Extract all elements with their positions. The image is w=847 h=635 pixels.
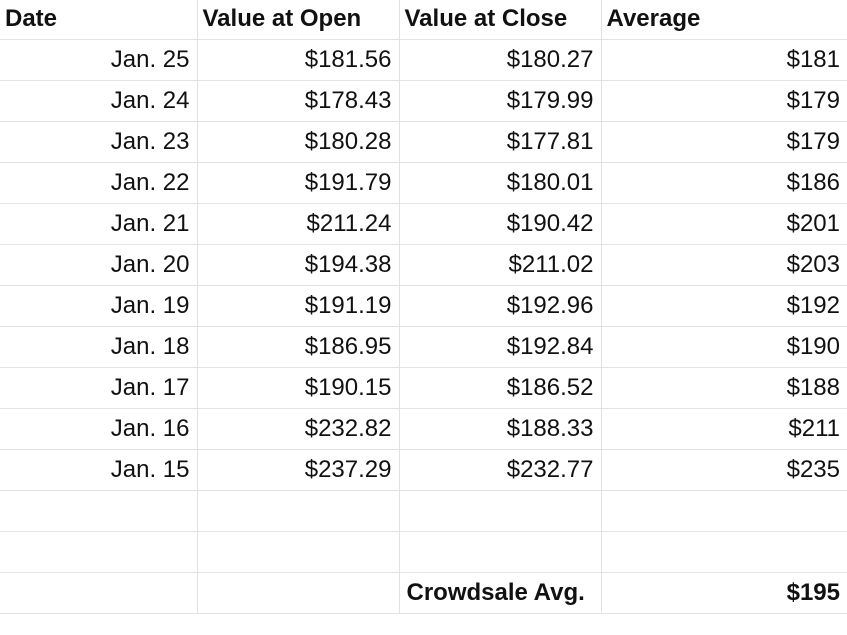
date-cell[interactable]: Jan. 16 (0, 408, 198, 450)
open-cell[interactable]: $191.19 (197, 285, 400, 327)
empty-cell[interactable] (197, 572, 400, 614)
open-cell[interactable]: $211.24 (197, 203, 400, 245)
empty-cell[interactable] (601, 531, 847, 573)
close-cell[interactable]: $211.02 (399, 244, 602, 286)
table-row: Jan. 22 $191.79 $180.01 $186 (0, 162, 847, 204)
table-row: Jan. 16 $232.82 $188.33 $211 (0, 408, 847, 450)
average-cell[interactable]: $188 (601, 367, 847, 409)
open-cell[interactable]: $186.95 (197, 326, 400, 368)
open-cell[interactable]: $181.56 (197, 39, 400, 81)
close-cell[interactable]: $192.84 (399, 326, 602, 368)
open-cell[interactable]: $191.79 (197, 162, 400, 204)
date-cell[interactable]: Jan. 21 (0, 203, 198, 245)
average-cell[interactable]: $181 (601, 39, 847, 81)
empty-row (0, 531, 847, 573)
table-row: Jan. 20 $194.38 $211.02 $203 (0, 244, 847, 286)
empty-row (0, 490, 847, 532)
average-cell[interactable]: $190 (601, 326, 847, 368)
header-value-at-open[interactable]: Value at Open (197, 0, 400, 40)
summary-row: Crowdsale Avg. $195 (0, 572, 847, 614)
close-cell[interactable]: $190.42 (399, 203, 602, 245)
date-cell[interactable]: Jan. 18 (0, 326, 198, 368)
average-cell[interactable]: $186 (601, 162, 847, 204)
open-cell[interactable]: $232.82 (197, 408, 400, 450)
open-cell[interactable]: $178.43 (197, 80, 400, 122)
empty-cell[interactable] (399, 490, 602, 532)
header-value-at-close[interactable]: Value at Close (399, 0, 602, 40)
table-row: Jan. 19 $191.19 $192.96 $192 (0, 285, 847, 327)
empty-cell[interactable] (0, 531, 198, 573)
date-cell[interactable]: Jan. 25 (0, 39, 198, 81)
header-average[interactable]: Average (601, 0, 847, 40)
open-cell[interactable]: $194.38 (197, 244, 400, 286)
open-cell[interactable]: $180.28 (197, 121, 400, 163)
table-row: Jan. 18 $186.95 $192.84 $190 (0, 326, 847, 368)
close-cell[interactable]: $186.52 (399, 367, 602, 409)
empty-cell[interactable] (0, 490, 198, 532)
average-cell[interactable]: $211 (601, 408, 847, 450)
average-cell[interactable]: $192 (601, 285, 847, 327)
average-cell[interactable]: $235 (601, 449, 847, 491)
empty-cell[interactable] (197, 531, 400, 573)
empty-cell[interactable] (399, 531, 602, 573)
date-cell[interactable]: Jan. 19 (0, 285, 198, 327)
average-cell[interactable]: $203 (601, 244, 847, 286)
table-row: Jan. 21 $211.24 $190.42 $201 (0, 203, 847, 245)
table-row: Jan. 15 $237.29 $232.77 $235 (0, 449, 847, 491)
header-row: Date Value at Open Value at Close Averag… (0, 0, 847, 40)
table-row: Jan. 23 $180.28 $177.81 $179 (0, 121, 847, 163)
date-cell[interactable]: Jan. 24 (0, 80, 198, 122)
date-cell[interactable]: Jan. 23 (0, 121, 198, 163)
date-cell[interactable]: Jan. 22 (0, 162, 198, 204)
close-cell[interactable]: $177.81 (399, 121, 602, 163)
header-date[interactable]: Date (0, 0, 198, 40)
empty-cell[interactable] (601, 490, 847, 532)
empty-cell[interactable] (0, 572, 198, 614)
close-cell[interactable]: $179.99 (399, 80, 602, 122)
close-cell[interactable]: $180.27 (399, 39, 602, 81)
open-cell[interactable]: $190.15 (197, 367, 400, 409)
table-row: Jan. 17 $190.15 $186.52 $188 (0, 367, 847, 409)
close-cell[interactable]: $232.77 (399, 449, 602, 491)
date-cell[interactable]: Jan. 20 (0, 244, 198, 286)
average-cell[interactable]: $179 (601, 121, 847, 163)
close-cell[interactable]: $188.33 (399, 408, 602, 450)
crowdsale-avg-value[interactable]: $195 (601, 572, 847, 614)
date-cell[interactable]: Jan. 15 (0, 449, 198, 491)
open-cell[interactable]: $237.29 (197, 449, 400, 491)
empty-cell[interactable] (197, 490, 400, 532)
spreadsheet-table: Date Value at Open Value at Close Averag… (0, 0, 847, 614)
date-cell[interactable]: Jan. 17 (0, 367, 198, 409)
close-cell[interactable]: $192.96 (399, 285, 602, 327)
average-cell[interactable]: $179 (601, 80, 847, 122)
crowdsale-avg-label[interactable]: Crowdsale Avg. (399, 572, 602, 614)
table-row: Jan. 25 $181.56 $180.27 $181 (0, 39, 847, 81)
table-row: Jan. 24 $178.43 $179.99 $179 (0, 80, 847, 122)
average-cell[interactable]: $201 (601, 203, 847, 245)
close-cell[interactable]: $180.01 (399, 162, 602, 204)
